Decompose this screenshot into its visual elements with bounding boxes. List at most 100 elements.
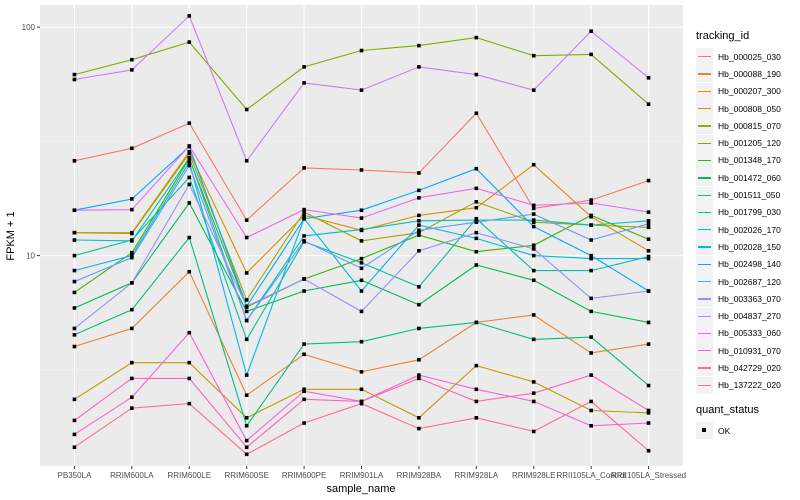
data-point-Hb_000207_300: [474, 205, 479, 210]
data-point-Hb_000808_050: [72, 397, 77, 402]
legend-line-icon: [696, 359, 713, 377]
data-point-Hb_000025_030: [531, 206, 536, 211]
data-point-Hb_001472_060: [474, 263, 479, 267]
data-point-Hb_000088_190: [302, 352, 306, 357]
legend-line-icon: [696, 151, 713, 169]
data-point-Hb_042729_020: [417, 376, 421, 381]
data-point-Hb_042729_020: [302, 397, 306, 402]
data-point-Hb_000808_050: [359, 387, 364, 392]
data-point-Hb_010931_070: [187, 330, 192, 335]
data-point-Hb_001205_120: [130, 57, 134, 62]
data-point-Hb_001205_120: [244, 107, 249, 112]
data-point-Hb_002687_120: [187, 163, 192, 168]
data-point-Hb_002498_140: [417, 188, 421, 193]
data-point-Hb_042729_020: [474, 399, 479, 404]
data-point-Hb_137222_020: [646, 448, 651, 453]
data-point-Hb_002026_170: [646, 219, 651, 223]
data-point-Hb_010931_070: [302, 389, 306, 394]
data-point-Hb_001348_170: [359, 256, 364, 261]
data-point-Hb_000815_070: [531, 220, 536, 225]
data-point-Hb_002028_150: [72, 268, 77, 273]
data-point-Hb_003363_070: [474, 230, 479, 235]
data-point-Hb_003363_070: [531, 247, 536, 251]
data-point-Hb_002026_170: [417, 219, 421, 223]
legend-line-icon: [696, 169, 713, 187]
data-point-Hb_001472_060: [589, 309, 593, 314]
shape-legend-label: OK: [718, 425, 731, 436]
data-point-Hb_004837_270: [244, 159, 249, 163]
legend-item: Hb_002026_170: [696, 221, 800, 239]
data-point-Hb_042729_020: [646, 408, 651, 413]
data-point-Hb_000207_300: [646, 248, 651, 253]
data-point-Hb_000808_050: [474, 363, 479, 368]
data-point-Hb_000025_030: [130, 146, 134, 151]
data-point-Hb_001205_120: [72, 72, 77, 77]
legend-line-icon: [696, 324, 713, 342]
data-point-Hb_000207_300: [244, 271, 249, 275]
data-point-Hb_010931_070: [646, 421, 651, 425]
data-point-Hb_000088_190: [72, 344, 77, 349]
data-point-Hb_004837_270: [130, 68, 134, 72]
data-point-Hb_001511_050: [417, 326, 421, 331]
data-point-Hb_137222_020: [589, 399, 593, 404]
legend-label: Hb_137222_020: [718, 380, 781, 391]
data-point-Hb_005333_060: [589, 201, 593, 205]
data-point-Hb_004837_270: [359, 88, 364, 92]
legend-item: Hb_010931_070: [696, 342, 800, 360]
data-point-Hb_002687_120: [302, 239, 306, 243]
data-point-Hb_000088_190: [130, 326, 134, 331]
data-point-Hb_000025_030: [474, 111, 479, 116]
legend-label: Hb_000088_190: [718, 68, 781, 79]
data-point-Hb_000025_030: [646, 178, 651, 183]
data-point-Hb_042729_020: [72, 418, 77, 423]
data-point-Hb_000025_030: [417, 171, 421, 175]
legend-line-icon: [696, 134, 713, 152]
legend-line-icon: [696, 255, 713, 273]
data-point-Hb_042729_020: [531, 391, 536, 395]
legend-line-icon: [696, 221, 713, 239]
data-point-Hb_000808_050: [646, 411, 651, 415]
legend-item: Hb_001205_120: [696, 134, 800, 152]
data-point-Hb_005333_060: [244, 235, 249, 240]
legend-label: Hb_042729_020: [718, 362, 781, 373]
data-point-Hb_000088_190: [589, 351, 593, 355]
data-point-Hb_004837_270: [474, 72, 479, 77]
x-tick-label: PB350LA: [58, 471, 92, 480]
data-point-Hb_002028_150: [187, 160, 192, 164]
data-point-Hb_003363_070: [417, 248, 421, 253]
legend-label: Hb_001472_060: [718, 172, 781, 183]
series-points: [72, 14, 651, 457]
data-point-Hb_000025_030: [244, 218, 249, 222]
data-point-Hb_000088_190: [417, 357, 421, 362]
data-point-Hb_002028_150: [417, 223, 421, 227]
data-point-Hb_010931_070: [589, 423, 593, 428]
data-point-Hb_001205_120: [474, 35, 479, 40]
data-point-Hb_002498_140: [474, 166, 479, 171]
legend-item: Hb_137222_020: [696, 376, 800, 394]
data-point-Hb_005333_060: [130, 207, 134, 212]
legend-item: Hb_000088_190: [696, 65, 800, 83]
legend-item: Hb_042729_020: [696, 359, 800, 377]
data-point-Hb_001348_170: [531, 243, 536, 248]
data-point-Hb_042729_020: [244, 445, 249, 450]
legend-label: Hb_000808_050: [718, 103, 781, 114]
data-point-Hb_010931_070: [417, 373, 421, 377]
data-point-Hb_002026_170: [474, 218, 479, 222]
data-point-Hb_137222_020: [531, 429, 536, 434]
x-tick-label: RRIM600LA: [110, 471, 154, 480]
data-point-Hb_000088_190: [531, 313, 536, 317]
data-point-Hb_001511_050: [72, 333, 77, 337]
data-point-Hb_002026_170: [359, 227, 364, 232]
data-point-Hb_000025_030: [72, 159, 77, 163]
data-point-Hb_001799_030: [417, 285, 421, 289]
legend-label: Hb_004837_270: [718, 311, 781, 322]
x-axis-title: sample_name: [326, 483, 395, 495]
data-point-Hb_001472_060: [187, 201, 192, 205]
data-point-Hb_000025_030: [187, 121, 192, 125]
y-tick-label: 100: [22, 23, 36, 32]
data-point-Hb_001205_120: [302, 65, 306, 69]
data-point-Hb_002028_150: [359, 289, 364, 293]
data-point-Hb_001799_030: [187, 175, 192, 180]
legend-line-icon: [696, 65, 713, 83]
data-point-Hb_002026_170: [187, 155, 192, 160]
